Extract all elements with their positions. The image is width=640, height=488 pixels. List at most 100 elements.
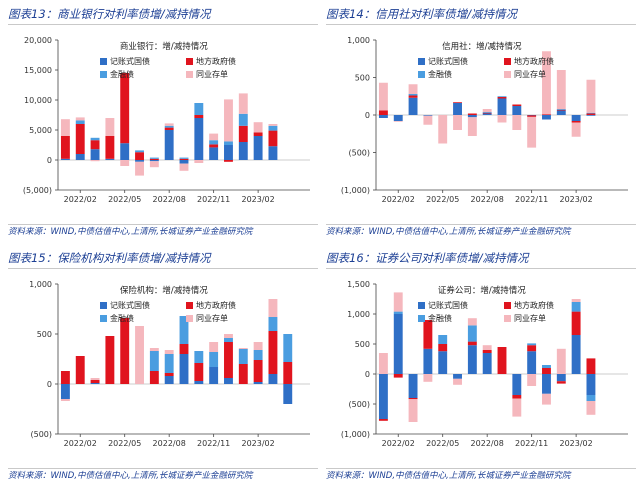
bar-segment <box>467 325 477 342</box>
bar-segment <box>194 363 204 381</box>
x-tick-label: 2022/08 <box>153 439 186 448</box>
bar-segment <box>527 116 537 148</box>
legend-label: 金融债 <box>428 313 452 323</box>
bar-segment <box>268 374 278 384</box>
bar-segment <box>209 144 219 148</box>
y-tick-label: 20,000 <box>24 36 52 45</box>
bar-segment <box>408 95 418 98</box>
bar-segment <box>164 127 174 130</box>
bar-segment <box>482 113 492 115</box>
legend-swatch <box>100 302 107 309</box>
bar-segment <box>438 351 448 374</box>
x-tick-label: 2022/02 <box>64 439 97 448</box>
y-tick-label: (1,000) <box>341 430 370 439</box>
panel-15: 图表15：保险机构对利率债增/减持情况 (500) 0 500 1,000 2022/0… <box>8 248 318 484</box>
bar-segment <box>423 320 433 349</box>
bar-segment <box>556 374 566 382</box>
y-tick-label: 0 <box>365 111 370 120</box>
chart-title: 证券公司：增/减持情况 <box>438 285 526 296</box>
bar-segment <box>224 160 233 162</box>
bar-segment <box>253 342 263 350</box>
bar-segment <box>209 140 219 145</box>
bar-segment <box>90 140 100 150</box>
bar-segment <box>253 136 263 160</box>
legend-swatch <box>418 58 425 65</box>
chart-credit-unions: (1,000) (500) 0 500 1,000 2022/02 2022/05 2022/… <box>341 36 628 204</box>
bar-segment <box>253 132 263 136</box>
bar-segment <box>586 79 596 113</box>
bar-segment <box>423 348 433 374</box>
bar-segment <box>224 145 233 160</box>
bar-segment <box>209 147 219 160</box>
bar-segment <box>571 302 581 312</box>
bar-segment <box>135 161 144 176</box>
legend-swatch <box>418 71 425 78</box>
x-tick-label: 2023/02 <box>560 195 593 204</box>
bar-segment <box>149 158 159 160</box>
y-tick-label: (500) <box>348 149 370 158</box>
bar-segment <box>194 351 204 363</box>
bar-segment <box>60 399 70 401</box>
bar-segment <box>164 350 174 354</box>
x-tick-label: 2022/11 <box>197 439 230 448</box>
bar-segment <box>586 401 596 415</box>
bar-segment <box>571 299 581 302</box>
bar-segment <box>497 98 507 115</box>
bar-segment <box>482 109 492 112</box>
bar-segment <box>179 163 189 171</box>
bar-segment <box>408 97 418 115</box>
legend-label: 记账式国债 <box>110 300 150 310</box>
y-tick-label: (1,000) <box>341 186 370 195</box>
bar-segment <box>149 157 159 159</box>
bar-segment <box>482 353 492 374</box>
bar-segment <box>60 158 70 160</box>
bar-segment <box>378 115 388 118</box>
panel-source: 资料来源：WIND,中债估值中心,上清所,长城证券产业金融研究院 <box>326 224 636 240</box>
bar-segment <box>467 113 477 115</box>
legend-swatch <box>418 302 425 309</box>
chart-title: 保险机构：增/减持情况 <box>120 285 208 296</box>
bar-segment <box>209 367 219 384</box>
x-tick-label: 2022/05 <box>108 439 141 448</box>
bar-segment <box>556 110 566 115</box>
bar-segment <box>268 130 278 147</box>
bar-segment <box>60 384 70 399</box>
bar-segment <box>438 115 448 144</box>
bar-segment <box>194 115 204 118</box>
x-tick-label: 2022/11 <box>197 195 230 204</box>
legend-swatch <box>100 58 107 65</box>
bar-segment <box>408 94 418 96</box>
bar-segment <box>393 115 403 121</box>
bar-segment <box>556 109 566 110</box>
bar-segment <box>542 393 551 405</box>
panel-16: 图表16：证券公司对利率债增/减持情况 (1,000) (500) 0 500 1,00… <box>326 248 636 484</box>
bar-segment <box>149 160 159 162</box>
y-tick-label: 500 <box>355 74 370 83</box>
bar-segment <box>556 348 566 374</box>
chart-title: 信用社：增/减持情况 <box>442 41 522 52</box>
bar-segment <box>120 73 130 144</box>
bar-segment <box>467 345 477 374</box>
bar-segment <box>527 351 537 374</box>
bar-segment <box>105 336 115 384</box>
bar-segment <box>467 115 477 118</box>
bar-segment <box>268 124 278 126</box>
legend-swatch <box>186 71 193 78</box>
bar-segment <box>164 123 174 126</box>
legend-label: 地方政府债 <box>514 56 554 66</box>
panel-source: 资料来源：WIND,中债估值中心,上清所,长城证券产业金融研究院 <box>8 224 318 240</box>
x-tick-label: 2022/08 <box>471 195 504 204</box>
y-tick-label: 500 <box>355 340 370 349</box>
bar-segment <box>149 348 159 351</box>
legend-swatch <box>100 315 107 322</box>
bar-segment <box>90 149 100 160</box>
bar-segment <box>438 335 448 344</box>
bar-segment <box>194 160 204 163</box>
bar-segment <box>283 362 293 384</box>
bar-segment <box>105 158 115 160</box>
bar-segment <box>253 350 263 360</box>
bar-segment <box>209 342 219 352</box>
legend-swatch <box>504 71 511 78</box>
bar-segment <box>60 371 70 384</box>
bar-segment <box>542 365 551 368</box>
